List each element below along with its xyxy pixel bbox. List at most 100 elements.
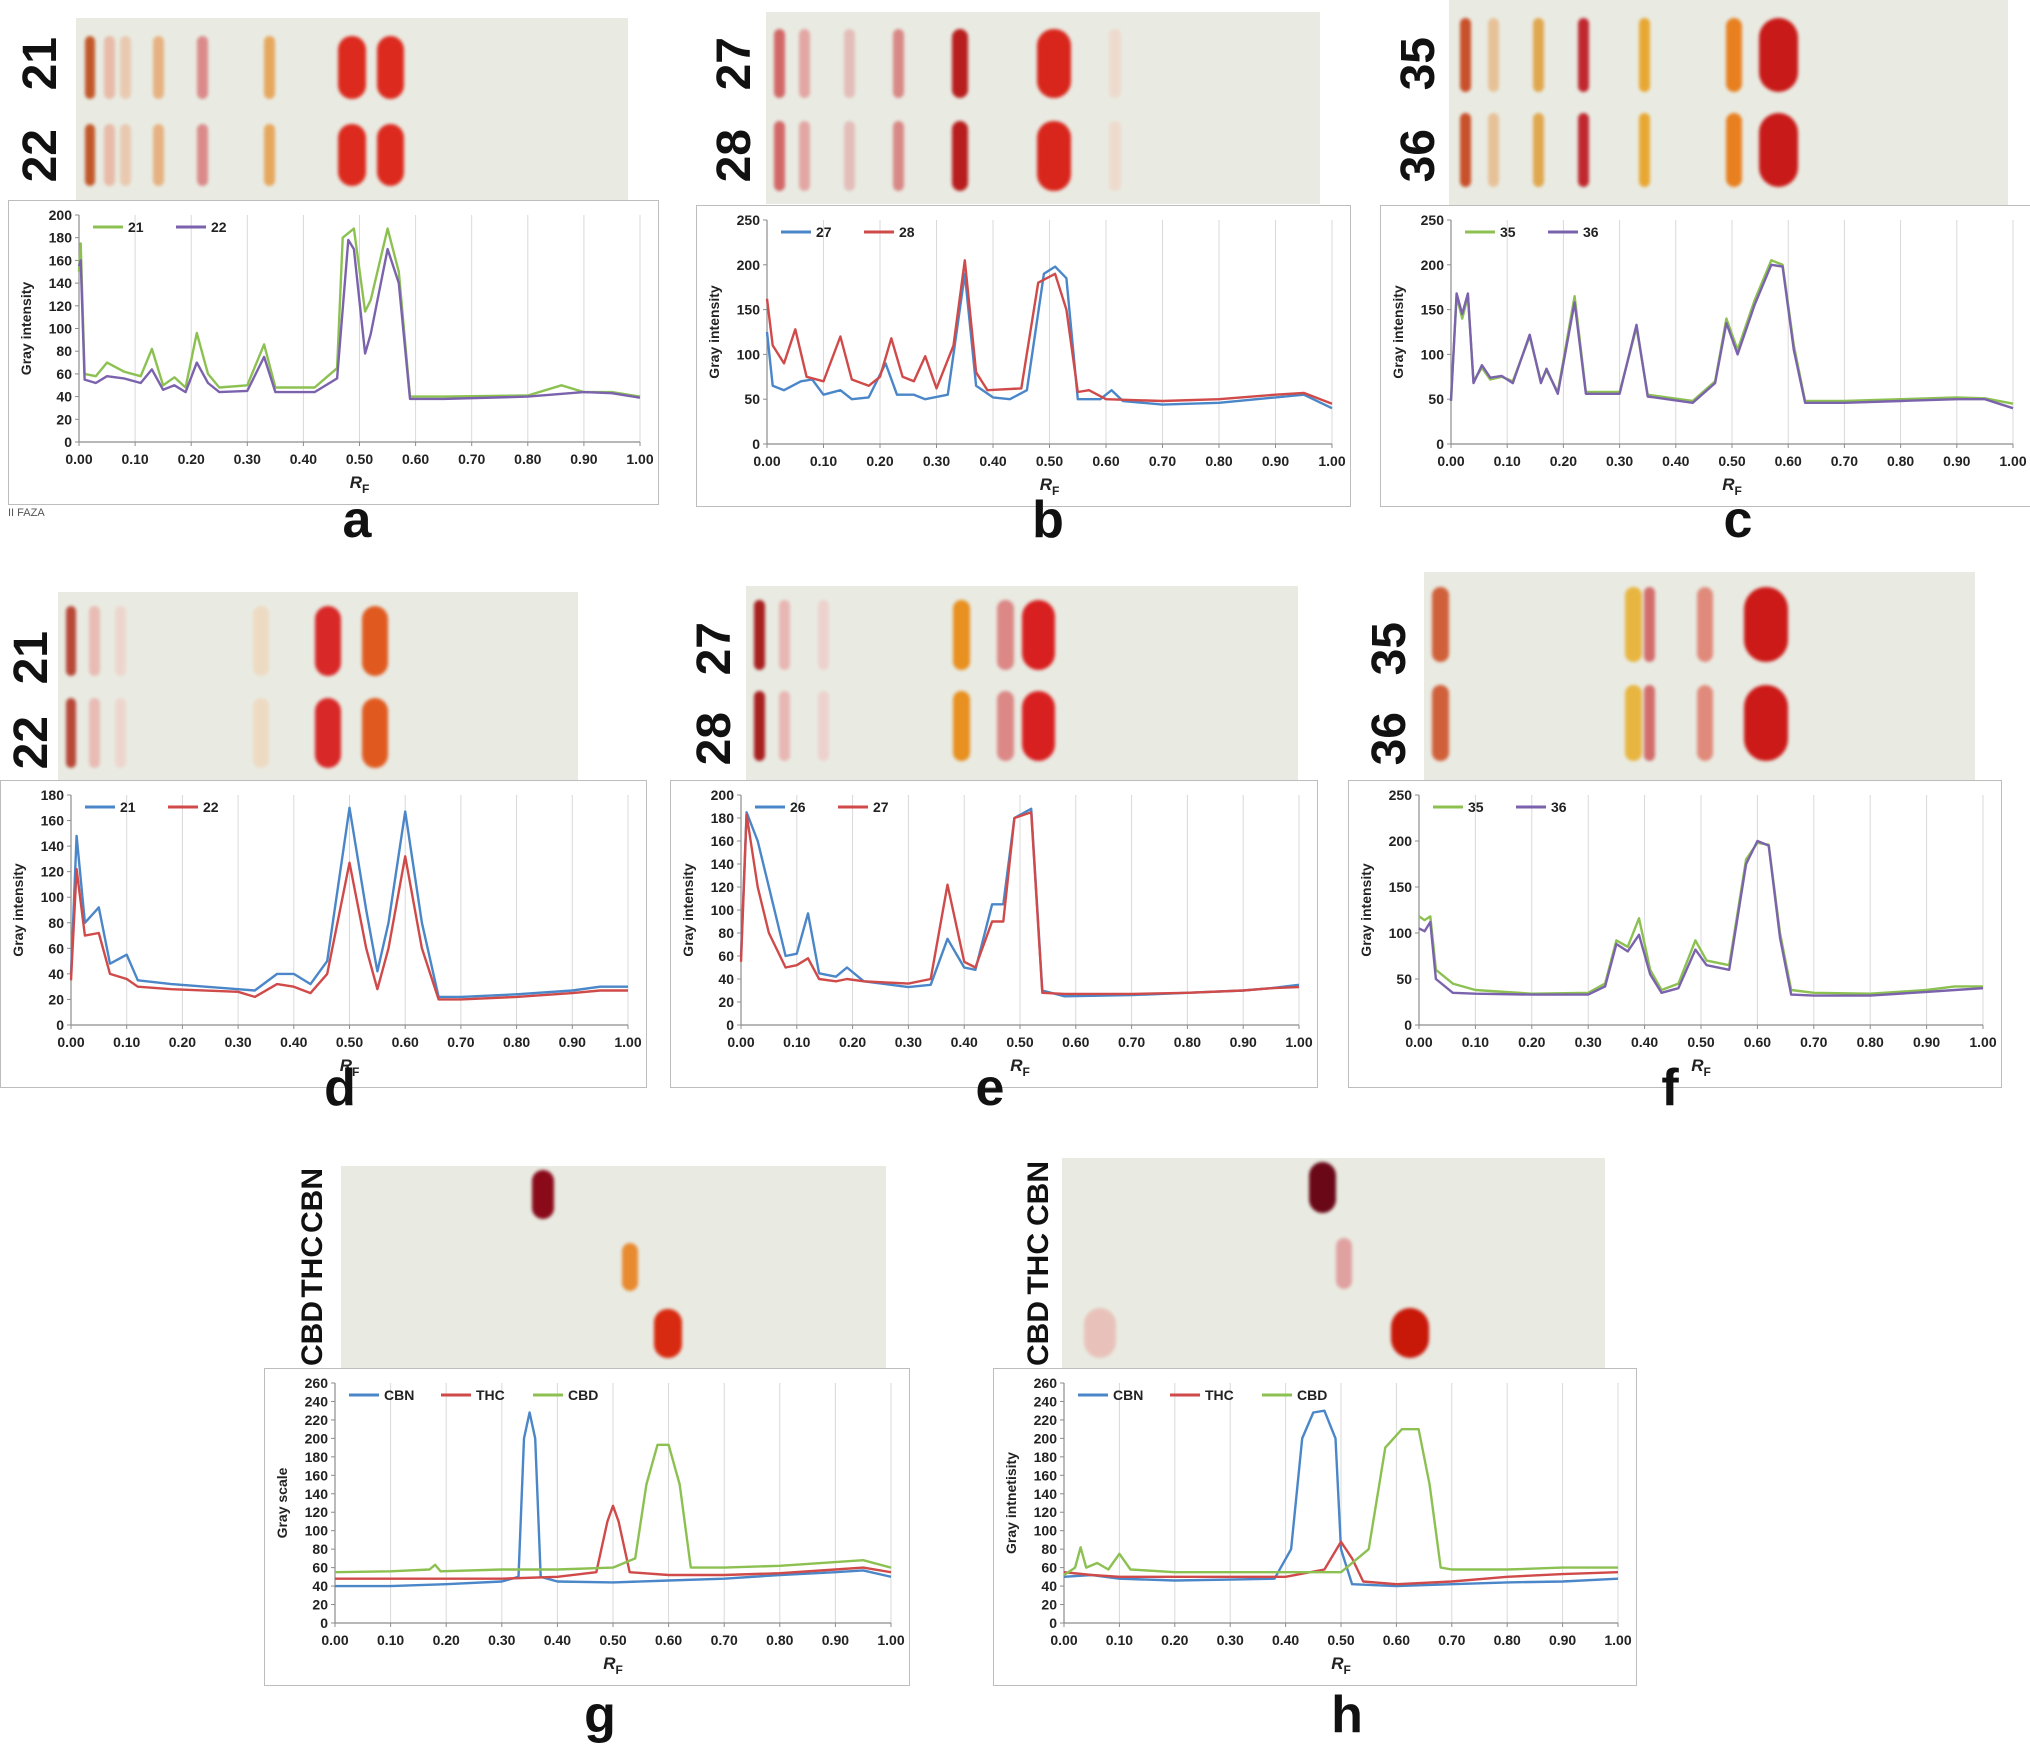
tlc-band — [1696, 685, 1714, 761]
series-line-21 — [69, 806, 628, 999]
tlc-plate-image — [341, 1166, 886, 1368]
x-axis-label: RF — [350, 473, 370, 496]
x-tick-label: 0.50 — [1718, 453, 1745, 469]
tlc-band — [89, 605, 100, 677]
tlc-band — [120, 36, 132, 99]
tlc-band — [103, 124, 115, 187]
series-line-36 — [1449, 263, 2014, 410]
tlc-plate-image — [58, 592, 578, 788]
lane-label: 36 — [1392, 128, 1445, 182]
tlc-plate-image — [1449, 0, 2008, 205]
series-line-cbd — [334, 1443, 892, 1574]
y-tick-label: 160 — [711, 833, 735, 849]
tlc-band — [1037, 121, 1071, 191]
y-tick-label: 200 — [305, 1430, 329, 1446]
tlc-band — [779, 691, 791, 762]
x-tick-label: 1.00 — [1999, 453, 2026, 469]
tlc-band — [1639, 112, 1651, 187]
x-tick-label: 0.20 — [1518, 1034, 1545, 1050]
y-tick-label: 150 — [737, 302, 761, 318]
y-tick-label: 100 — [49, 321, 73, 337]
x-tick-label: 0.80 — [514, 451, 541, 467]
x-tick-label: 0.00 — [1405, 1034, 1432, 1050]
x-tick-label: 0.70 — [711, 1632, 738, 1648]
y-tick-label: 100 — [1389, 925, 1413, 941]
tlc-band — [362, 605, 389, 677]
x-tick-label: 0.80 — [1494, 1632, 1521, 1648]
x-tick-label: 0.30 — [1606, 453, 1633, 469]
x-tick-label: 0.80 — [503, 1034, 530, 1050]
y-tick-label: 0 — [56, 1017, 64, 1033]
densitogram-chart: 0 50 100 150 200 250 0.00 0.10 0.20 0.30 0.40 0.50 0… — [1380, 205, 2030, 507]
tlc-band — [1109, 121, 1121, 191]
y-tick-label: 180 — [49, 230, 73, 246]
tlc-band — [1390, 1307, 1429, 1359]
x-axis-label: RF — [340, 1056, 360, 1079]
x-tick-label: 0.60 — [1092, 453, 1119, 469]
legend-label: CBN — [384, 1387, 414, 1403]
chart-svg: 0 50 100 150 200 250 0.00 0.10 0.20 0.30 0.40 0.50 0… — [1390, 212, 2027, 498]
x-tick-label: 0.00 — [65, 451, 92, 467]
lane-label: 22 — [5, 715, 58, 770]
tlc-band — [1696, 586, 1714, 663]
y-tick-label: 160 — [305, 1467, 329, 1483]
y-tick-label: 220 — [1034, 1412, 1058, 1428]
tlc-band — [153, 124, 165, 187]
series-line-22 — [69, 855, 628, 1001]
x-tick-label: 0.80 — [1205, 453, 1232, 469]
tlc-band — [1109, 29, 1121, 99]
tlc-band — [65, 605, 77, 677]
series-line-22 — [77, 238, 641, 401]
y-tick-label: 140 — [41, 838, 65, 854]
panel-letter: a — [342, 491, 372, 549]
legend-label: 36 — [1583, 224, 1599, 240]
legend-label: 28 — [899, 224, 915, 240]
series-line-27 — [739, 811, 1300, 996]
x-tick-label: 0.30 — [895, 1034, 922, 1050]
x-tick-label: 0.00 — [1050, 1632, 1077, 1648]
y-tick-label: 120 — [1034, 1504, 1058, 1520]
series-line-36 — [1418, 839, 1984, 997]
y-tick-label: 0 — [1436, 436, 1444, 452]
lane-label: THC — [296, 1236, 329, 1298]
tlc-band — [89, 697, 100, 769]
y-tick-label: 140 — [711, 856, 735, 872]
densitogram-chart: 0 20 40 60 80 100 120 140 160 180 200 0.00 0.10 0.20 0… — [670, 780, 1318, 1088]
x-tick-label: 0.40 — [1631, 1034, 1658, 1050]
tlc-band — [1759, 18, 1799, 93]
x-tick-label: 0.80 — [1174, 1034, 1201, 1050]
x-tick-label: 0.40 — [1272, 1632, 1299, 1648]
y-tick-label: 20 — [56, 411, 72, 427]
y-tick-label: 80 — [48, 915, 64, 931]
x-tick-label: 0.20 — [839, 1034, 866, 1050]
tlc-band — [1532, 112, 1545, 187]
y-tick-label: 50 — [1396, 971, 1412, 987]
x-tick-label: 0.90 — [822, 1632, 849, 1648]
chart-svg: 0 20 40 60 80 100 120 140 160 180 200 220 240 260 0.00… — [274, 1375, 905, 1677]
tlc-band — [1743, 586, 1788, 663]
y-tick-label: 20 — [1041, 1597, 1057, 1613]
densitogram-chart: 0 50 100 150 200 250 0.00 0.10 0.20 0.30 0.40 0.50 0… — [696, 205, 1351, 507]
chart-svg: 0 20 40 60 80 100 120 140 160 180 200 0.00 0.10 0.20 0… — [680, 787, 1313, 1079]
x-tick-label: 1.00 — [877, 1632, 904, 1648]
x-tick-label: 0.90 — [1549, 1632, 1576, 1648]
panel-letter: d — [324, 1059, 356, 1117]
tlc-band — [754, 691, 766, 762]
tlc-band — [843, 121, 855, 191]
x-tick-label: 0.40 — [544, 1632, 571, 1648]
series-line-21 — [77, 227, 641, 398]
x-tick-label: 0.60 — [655, 1632, 682, 1648]
legend-label: 36 — [1551, 799, 1567, 815]
legend-label: CBD — [1297, 1387, 1327, 1403]
panel-letter: g — [584, 1686, 616, 1744]
lane-labels: 21 22 — [5, 615, 58, 785]
x-tick-label: 0.70 — [1438, 1632, 1465, 1648]
y-tick-label: 180 — [305, 1449, 329, 1465]
tlc-band — [1532, 18, 1545, 93]
x-tick-label: 0.70 — [458, 451, 485, 467]
x-tick-label: 0.80 — [1857, 1034, 1884, 1050]
lane-label: 27 — [708, 37, 761, 91]
x-tick-label: 0.30 — [1217, 1632, 1244, 1648]
x-tick-label: 0.90 — [1262, 453, 1289, 469]
y-tick-label: 0 — [64, 434, 72, 450]
